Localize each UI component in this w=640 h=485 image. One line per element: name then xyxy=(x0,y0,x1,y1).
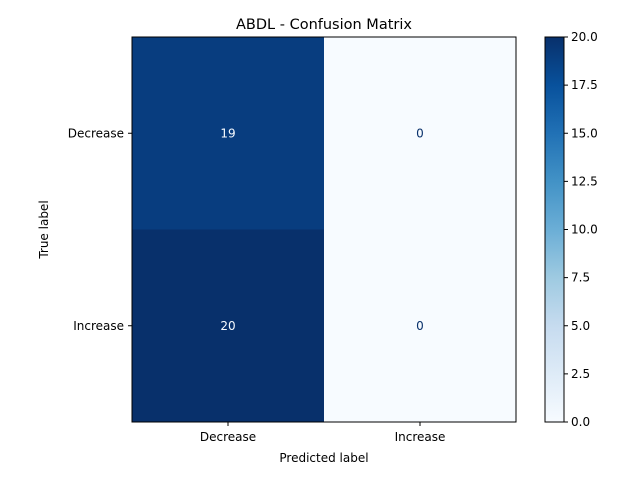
colorbar xyxy=(544,36,565,423)
colorbar-tick-label: 2.5 xyxy=(571,367,590,381)
y-tick-label: Increase xyxy=(73,319,124,333)
heatmap-cells xyxy=(132,37,517,423)
cell-value-label: 0 xyxy=(416,319,424,333)
chart-title: ABDL - Confusion Matrix xyxy=(236,17,412,33)
heatmap-cell-labels: 19 0 20 0 xyxy=(220,126,423,333)
cell-value-label: 19 xyxy=(220,126,235,140)
x-tick-label: Decrease xyxy=(200,430,256,444)
colorbar-tick-label: 12.5 xyxy=(571,174,598,188)
heatmap-cell xyxy=(132,37,325,230)
colorbar-tick-label: 17.5 xyxy=(571,78,598,92)
heatmap-cell xyxy=(132,229,325,423)
y-axis-ticks: Decrease Increase xyxy=(68,126,132,333)
y-axis-label: True label xyxy=(37,200,51,259)
colorbar-tick-label: 15.0 xyxy=(571,126,598,140)
colorbar-tick-label: 20.0 xyxy=(571,30,598,44)
heatmap-cell xyxy=(324,37,517,230)
colorbar-tick-label: 5.0 xyxy=(571,319,590,333)
plot-frame xyxy=(131,36,517,423)
y-tick-label: Decrease xyxy=(68,126,124,140)
colorbar-tick-label: 7.5 xyxy=(571,271,590,285)
colorbar-tick-label: 0.0 xyxy=(571,415,590,429)
colorbar-tick-label: 10.0 xyxy=(571,223,598,237)
colorbar-ticks: 0.0 2.5 5.0 7.5 10.0 12.5 15.0 17.5 20.0 xyxy=(564,30,598,429)
x-tick-label: Increase xyxy=(395,430,446,444)
cell-value-label: 0 xyxy=(416,126,424,140)
heatmap-cell xyxy=(324,229,517,423)
x-axis-label: Predicted label xyxy=(279,451,368,465)
cell-value-label: 20 xyxy=(220,319,235,333)
x-axis-ticks: Decrease Increase xyxy=(200,422,446,444)
